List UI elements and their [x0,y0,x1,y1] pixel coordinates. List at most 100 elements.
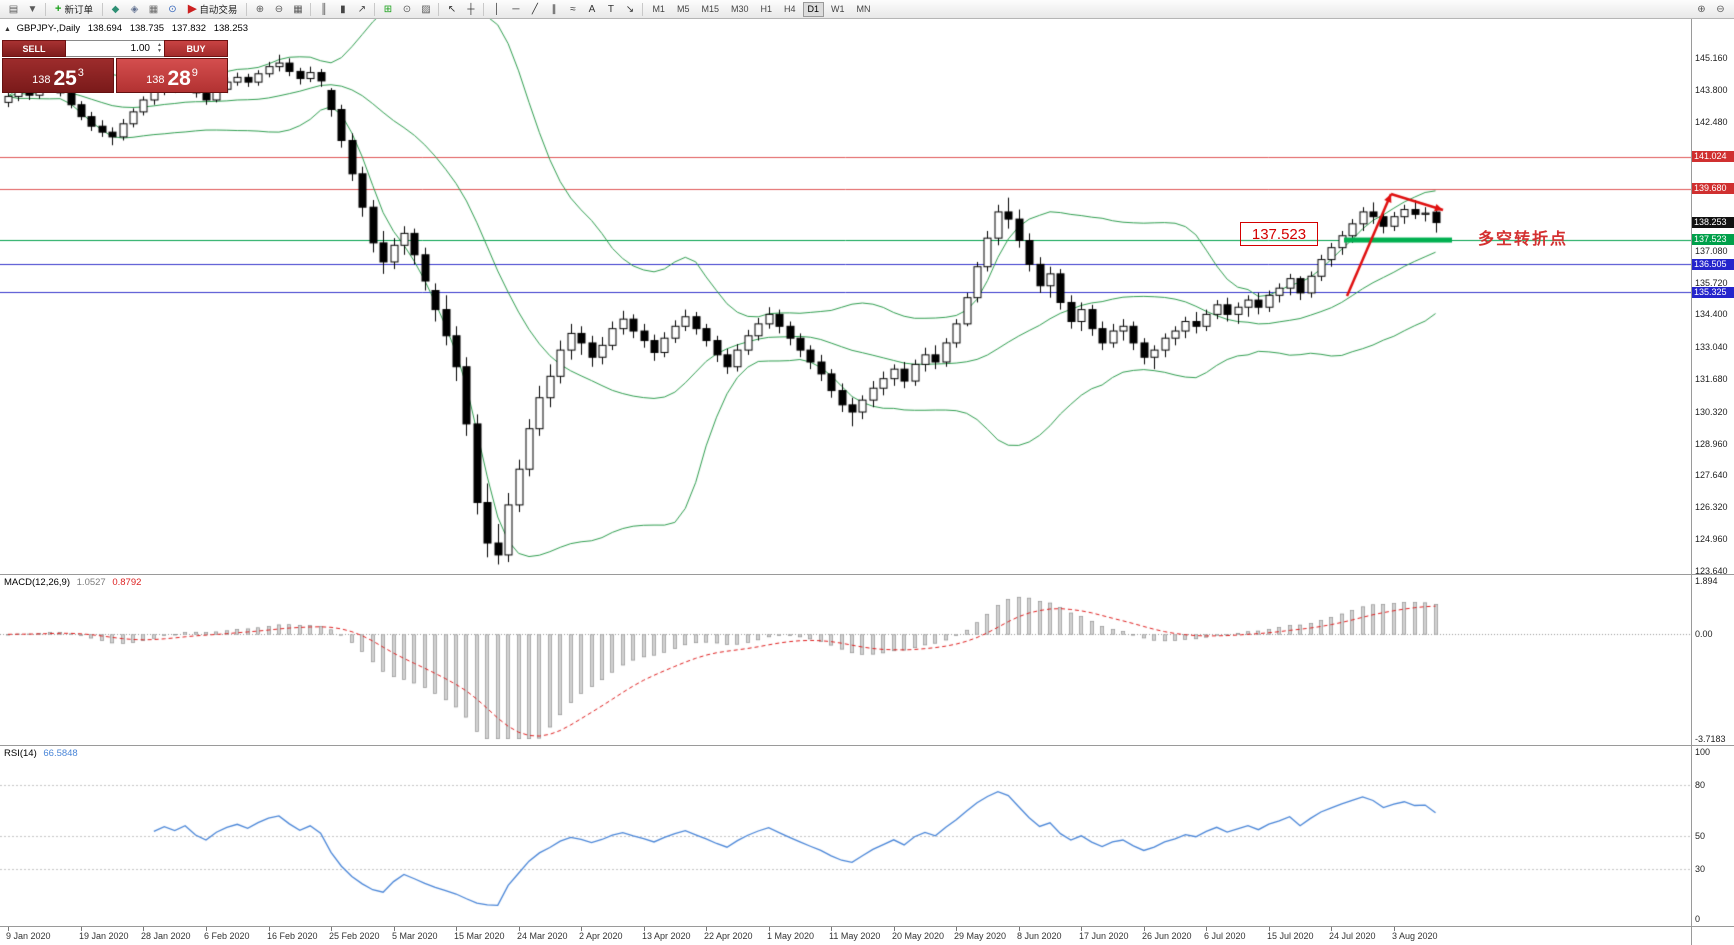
navigator-icon[interactable]: ◈ [130,3,139,15]
chart-area: 145.160 143.800 142.480 137.080 135.720 134.4… [0,19,1734,945]
autotrading-button[interactable]: ▶ 自动交易 [182,1,243,18]
timeframe-m30-button[interactable]: M30 [730,3,749,14]
rsi-indicator-label: RSI(14) 66.5848 [4,748,78,759]
lot-increase-button[interactable]: ▲ [157,42,162,48]
price-chart[interactable] [0,19,1691,574]
lot-size-input[interactable] [66,42,164,55]
macd-pane: 1.894 0.00 -3.7183 MACD(12,26,9) 1.0527 0.… [0,575,1734,746]
symbol-period-label: GBPJPY-,Daily [16,23,81,34]
time-axis-label: 2 Apr 2020 [579,931,623,941]
toolbar: ▤ ▼ + 新订单 ◆ ◈ ▦ ⊙ ▶ 自动交易 ⊕ ⊖ ▦ ║ ▮ ↗ ⊞ ⊙ ▨ ↖ ┼ │ ─ ╱ ∥ ≈ A T ↘ M1 M5 M1… [0,0,1734,19]
chart-profiles-icon[interactable]: ▼ [27,3,38,15]
time-axis-label: 24 Mar 2020 [517,931,568,941]
templates-icon[interactable]: ▨ [421,3,431,15]
cursor-icon[interactable]: ↖ [447,3,457,15]
time-axis[interactable]: 9 Jan 2020 19 Jan 2020 28 Jan 2020 6 Feb 20… [0,927,1734,945]
buy-button[interactable]: BUY [164,40,228,57]
time-axis-tick [1269,927,1270,931]
one-click-toggle-icon[interactable]: ▲ [4,26,11,33]
time-axis-label: 3 Aug 2020 [1392,931,1438,941]
timeframe-mn-button[interactable]: MN [856,3,871,14]
one-click-trading-panel: SELL ▲ ▼ BUY 138 25 3 [2,40,228,93]
price-axis-label: 145.160 [1695,53,1728,64]
timeframe-w1-button[interactable]: W1 [831,3,845,14]
buy-price-button[interactable]: 138 28 9 [116,58,228,93]
timeframe-m5-button[interactable]: M5 [676,3,690,14]
timeframe-m15-button[interactable]: M15 [701,3,719,14]
price-axis-label: 131.680 [1695,374,1728,385]
text-icon[interactable]: A [588,3,596,15]
time-axis-tick [1144,927,1145,931]
news-icon[interactable]: ⊙ [168,3,177,15]
crosshair-icon[interactable]: ┼ [467,3,475,15]
timeframe-m1-button[interactable]: M1 [652,3,665,14]
time-axis-label: 16 Feb 2020 [267,931,318,941]
rsi-axis-label: 0 [1695,914,1701,924]
ohlc-low: 137.832 [171,23,207,34]
time-axis-label: 26 Jun 2020 [1142,931,1192,941]
ohlc-high: 138.735 [129,23,165,34]
price-axis-label: 143.800 [1695,85,1728,96]
timeframe-d1-button[interactable]: D1 [802,1,825,17]
time-axis-label: 11 May 2020 [829,931,881,941]
periods-icon[interactable]: ⊙ [402,3,412,15]
sell-button[interactable]: SELL [2,40,66,57]
lot-size-field[interactable]: ▲ ▼ [66,40,164,57]
arrows-icon[interactable]: ↘ [625,3,635,15]
ohlc-open: 138.694 [87,23,123,34]
bar-chart-icon[interactable]: ║ [320,3,328,15]
zoom-in-icon[interactable]: ⊕ [255,3,265,15]
sell-price-button[interactable]: 138 25 3 [2,58,114,93]
trendline-icon[interactable]: ╱ [531,3,538,15]
zoom-in-right-icon[interactable]: ⊕ [1697,3,1706,15]
macd-chart[interactable] [0,575,1691,745]
macd-main-value: 1.0527 [76,577,106,588]
zoom-out-icon[interactable]: ⊖ [274,3,284,15]
price-axis-badge: 137.523 [1692,234,1734,246]
ohlc-close: 138.253 [213,23,249,34]
time-axis-tick [456,927,457,931]
text-label-icon[interactable]: T [607,3,614,15]
history-center-icon[interactable]: ▦ [148,3,159,15]
fibonacci-icon[interactable]: ≈ [570,3,576,15]
time-axis-tick [769,927,770,931]
macd-axis-label: 1.894 [1695,576,1718,586]
line-chart-icon[interactable]: ↗ [357,3,367,15]
timeframe-h4-button[interactable]: H4 [784,3,796,14]
time-axis-tick [519,927,520,931]
price-axis-badge: 141.024 [1692,151,1734,163]
time-axis-label: 19 Jan 2020 [79,931,129,941]
market-watch-icon[interactable]: ◆ [111,3,120,15]
lot-decrease-button[interactable]: ▼ [157,48,162,54]
sell-price-prefix: 138 [32,74,51,86]
price-axis[interactable]: 145.160 143.800 142.480 137.080 135.720 134.4… [1691,19,1734,576]
timeframe-h1-button[interactable]: H1 [760,3,773,14]
macd-axis[interactable]: 1.894 0.00 -3.7183 [1691,575,1734,745]
zoom-out-right-icon[interactable]: ⊖ [1716,3,1725,15]
vertical-line-icon[interactable]: │ [493,3,501,15]
time-axis-tick [1394,927,1395,931]
turning-point-annotation[interactable]: 多空转折点 [1478,231,1569,248]
horizontal-line-icon[interactable]: ─ [512,3,520,15]
time-axis-tick [143,927,144,931]
tile-windows-icon[interactable]: ▦ [293,3,303,15]
rsi-chart[interactable] [0,746,1691,926]
candlestick-chart-icon[interactable]: ▮ [340,3,346,15]
rsi-axis-label: 80 [1695,780,1706,791]
macd-name: MACD(12,26,9) [4,577,70,588]
price-axis-badge: 138.253 [1692,217,1734,229]
time-axis-label: 25 Feb 2020 [329,931,380,941]
indicators-icon[interactable]: ⊞ [383,3,393,15]
time-axis-tick [1331,927,1332,931]
macd-axis-label: -3.7183 [1695,734,1726,744]
rsi-axis[interactable]: 100 80 50 30 0 [1691,746,1734,926]
new-order-button[interactable]: + 新订单 [49,1,99,18]
price-axis-label: 134.400 [1695,309,1728,320]
time-axis-label: 8 Jun 2020 [1017,931,1062,941]
level-annotation-label[interactable]: 137.523 [1240,222,1318,246]
equidistant-channel-icon[interactable]: ∥ [551,3,557,15]
new-chart-icon[interactable]: ▤ [8,3,19,15]
macd-axis-label: 0.00 [1695,629,1713,640]
toolbar-separator [438,2,440,16]
time-axis-label: 24 Jul 2020 [1329,931,1376,941]
